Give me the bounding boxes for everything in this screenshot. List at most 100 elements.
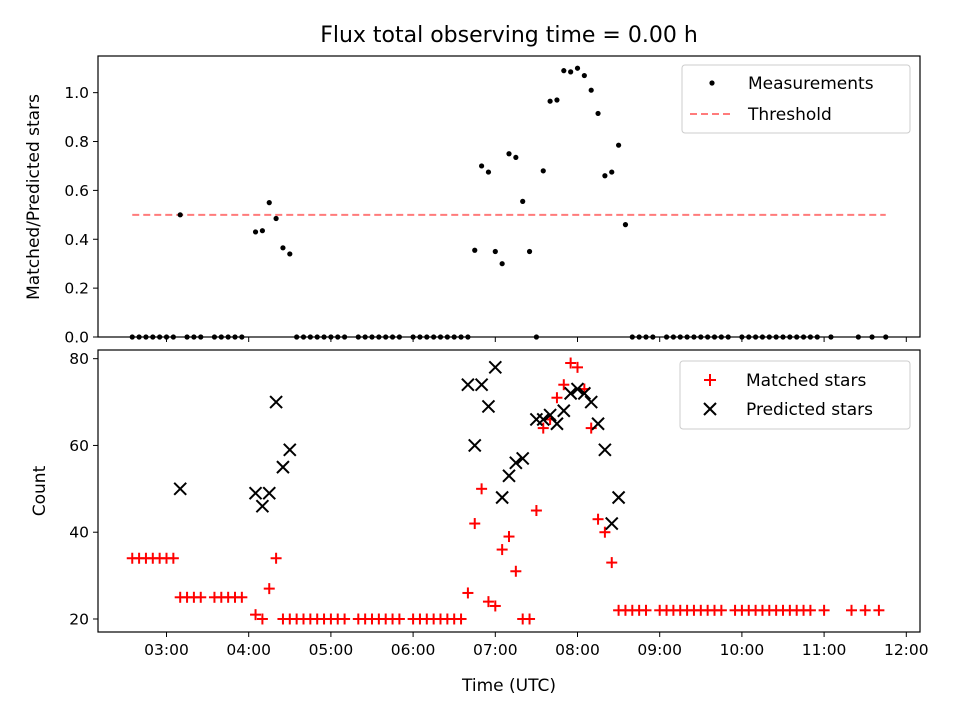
measurements-legend-label: Measurements	[748, 74, 874, 94]
measurements-point	[588, 87, 594, 93]
predicted-stars-point	[584, 395, 598, 409]
predicted-stars-point	[269, 395, 283, 409]
matched-stars-point	[455, 613, 467, 625]
predicted-stars-point	[605, 516, 619, 531]
matched-stars-point	[462, 587, 474, 599]
time-x-axis-label: Time (UTC)	[461, 676, 556, 696]
predicted-stars-point	[509, 456, 523, 470]
predicted-stars-point	[474, 378, 489, 392]
predicted-stars-point	[468, 438, 482, 453]
x-tick-label: 11:00	[802, 641, 847, 659]
predicted-stars-point	[536, 412, 550, 427]
matched-stars-point	[599, 526, 611, 538]
matched-stars-point	[489, 600, 501, 612]
measurements-point	[177, 212, 183, 218]
y-tick-label: 0.8	[64, 133, 89, 151]
predicted-stars-point	[262, 486, 276, 500]
predicted-stars-point	[515, 451, 530, 466]
matched-legend-marker	[704, 374, 716, 386]
measurements-point	[609, 169, 615, 175]
matched-stars-point	[558, 379, 570, 391]
predicted-stars-point	[276, 460, 290, 474]
ratio-legend: Measurements Threshold	[681, 64, 911, 134]
measurements-point	[280, 245, 286, 251]
matched-stars-point	[503, 531, 515, 543]
matched-legend-label: Matched stars	[746, 371, 866, 391]
predicted-legend-marker	[703, 402, 717, 416]
matched-stars-point	[236, 591, 248, 603]
matched-stars-point	[537, 422, 549, 434]
predicted-stars-point	[255, 499, 270, 513]
matched-stars-point	[496, 544, 508, 556]
x-tick-label: 06:00	[391, 641, 436, 659]
measurements-point	[266, 200, 272, 206]
count-legend: Matched stars Predicted stars	[679, 360, 911, 430]
y-tick-label: 0.6	[64, 182, 89, 200]
matched-stars-point	[270, 552, 282, 564]
measurements-point	[574, 65, 581, 71]
predicted-legend-label: Predicted stars	[746, 400, 873, 420]
matched-stars-point	[846, 604, 857, 616]
matched-stars-point	[565, 357, 577, 369]
measurements-point	[287, 251, 293, 257]
ratio-y-axis-label: Matched/Predicted stars	[24, 94, 44, 300]
x-tick-label: 03:00	[144, 641, 189, 659]
predicted-stars-point	[481, 399, 496, 414]
matched-stars-point	[804, 604, 816, 616]
predicted-stars-point	[557, 404, 571, 418]
predicted-stars-point	[283, 443, 297, 457]
matched-stars-point	[510, 565, 522, 577]
y-tick-label: 40	[69, 524, 89, 542]
matched-stars-point	[606, 557, 618, 569]
matched-stars-point	[640, 604, 652, 616]
y-tick-label: 80	[69, 350, 89, 368]
count-plot: 20 40 60 80 03:00 04:00 05:00 06:00 07:00 08:00 09…	[69, 350, 928, 659]
measurements-point	[540, 168, 546, 174]
matched-stars-point	[524, 613, 536, 625]
measurements-point	[581, 72, 587, 79]
predicted-stars-point	[248, 486, 263, 500]
measurements-point	[273, 215, 279, 222]
measurements-legend-marker	[709, 80, 715, 86]
y-tick-label: 0.4	[64, 231, 89, 249]
predicted-stars-point	[495, 490, 509, 505]
predicted-stars-point	[488, 360, 503, 375]
measurements-point	[520, 198, 526, 204]
predicted-stars-point	[570, 382, 585, 396]
matched-stars-point	[393, 613, 405, 625]
measurements-point	[526, 248, 533, 255]
x-tick-label: 10:00	[720, 641, 765, 659]
matched-stars-point	[339, 613, 351, 625]
matched-stars-point	[167, 552, 179, 564]
measurements-point	[568, 69, 574, 75]
x-tick-label: 07:00	[473, 641, 518, 659]
measurements-point	[595, 110, 601, 117]
predicted-stars-point	[563, 386, 578, 401]
y-tick-label: 60	[69, 437, 89, 455]
y-tick-label: 20	[69, 610, 89, 628]
matched-stars-point	[818, 604, 830, 616]
matched-stars-point	[195, 591, 207, 603]
measurements-point	[561, 68, 567, 74]
matched-stars-point	[250, 609, 262, 621]
measurements-point	[506, 151, 512, 157]
measurements-point	[492, 248, 498, 255]
matched-stars-point	[715, 604, 727, 616]
predicted-stars-point	[550, 417, 564, 431]
chart-title: Flux total observing time = 0.00 h	[320, 23, 698, 48]
ratio-legend-box	[681, 64, 911, 134]
measurements-point	[259, 228, 265, 234]
measurements-point	[499, 261, 505, 267]
matched-stars-point	[572, 361, 583, 373]
matched-stars-point	[551, 392, 563, 404]
matched-stars-point	[592, 513, 604, 525]
threshold-legend-label: Threshold	[747, 105, 832, 125]
predicted-stars-point	[543, 408, 557, 422]
predicted-stars-point	[502, 469, 516, 483]
matched-stars-point	[256, 613, 268, 625]
y-tick-label: 0.0	[64, 329, 89, 347]
x-tick-label: 05:00	[309, 641, 354, 659]
measurements-point	[513, 154, 519, 161]
x-tick-label: 09:00	[637, 641, 682, 659]
